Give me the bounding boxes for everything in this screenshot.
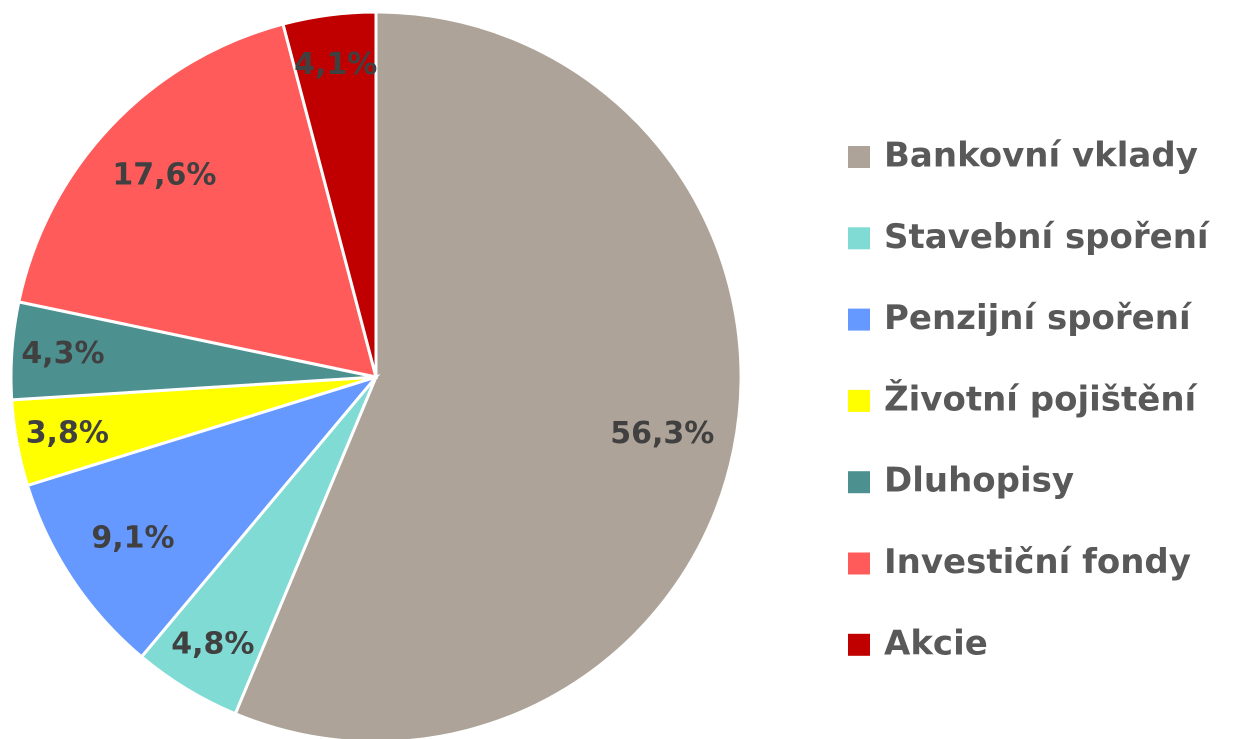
data-label: 9,1%: [91, 520, 174, 555]
legend-label: Akcie: [884, 623, 988, 663]
legend-swatch: [848, 471, 870, 494]
legend-swatch: [848, 227, 870, 250]
pie-slice: [25, 374, 381, 659]
data-label: 17,6%: [112, 157, 216, 192]
legend-swatch: [848, 389, 870, 412]
legend-label: Bankovní vklady: [884, 136, 1198, 176]
legend-swatch: [848, 633, 870, 656]
legend-swatch: [848, 146, 870, 168]
legend-label: Penzijní spoření: [884, 298, 1193, 338]
data-label: 3,8%: [26, 415, 109, 450]
legend-label: Životní pojištění: [884, 378, 1199, 419]
legend-label: Dluhopisy: [884, 461, 1074, 501]
legend-label: Stavební spoření: [884, 217, 1211, 257]
pie-slice: [281, 10, 378, 378]
pie-slice: [17, 22, 379, 379]
legend-swatch: [848, 308, 870, 331]
legend-label: Investiční fondy: [884, 542, 1191, 582]
data-label: 4,3%: [21, 336, 104, 371]
data-label: 56,3%: [610, 416, 714, 451]
data-label: 4,8%: [171, 627, 254, 662]
data-label: 4,1%: [294, 47, 377, 82]
legend-swatch: [848, 552, 870, 575]
